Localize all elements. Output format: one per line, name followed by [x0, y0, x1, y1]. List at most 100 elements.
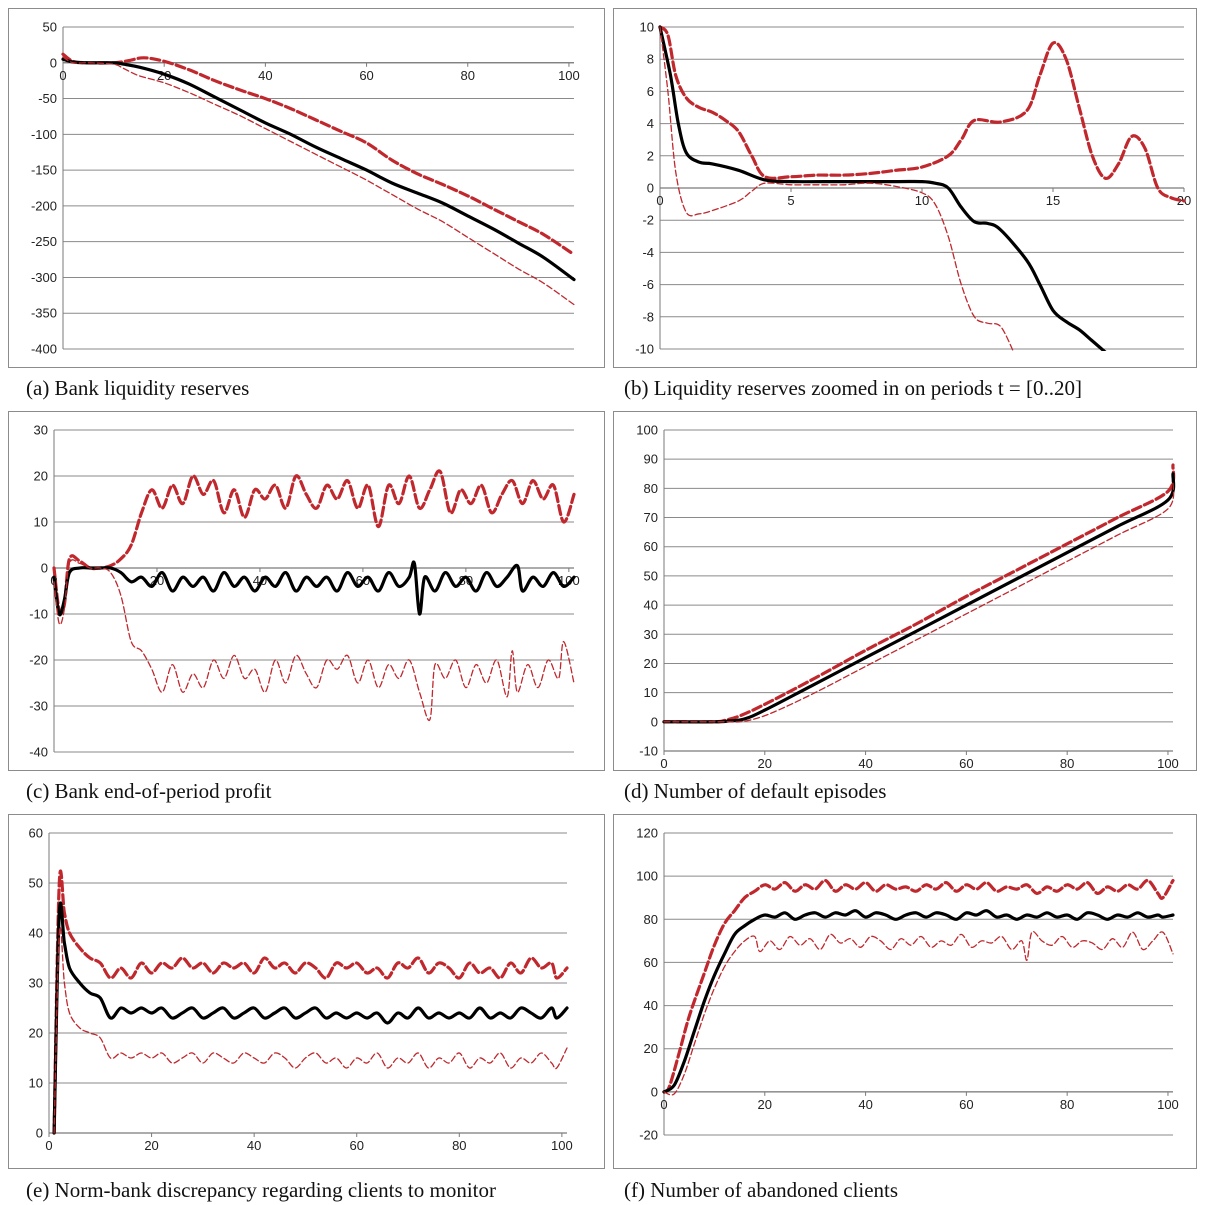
y-tick-label-c-0: 30: [34, 423, 48, 438]
x-tick-label-f-4: 80: [1060, 1097, 1074, 1112]
y-tick-label-d-7: 30: [644, 627, 658, 642]
x-tick-label-a-5: 100: [558, 68, 580, 83]
y-tick-label-e-5: 10: [29, 1076, 43, 1091]
x-tick-label-a-4: 80: [461, 68, 475, 83]
y-tick-label-f-5: 20: [644, 1041, 658, 1056]
series-line-b-upper: [658, 25, 1186, 203]
y-tick-label-d-4: 60: [644, 539, 658, 554]
y-tick-label-f-6: 0: [651, 1084, 658, 1099]
y-tick-label-a-8: -350: [31, 306, 57, 321]
y-tick-label-b-1: 8: [647, 52, 654, 67]
chart-frame-d: 100 90 80 70 60 50 40 30 20 10 0 -10 0 20 40 60 80 100: [613, 411, 1197, 771]
y-tick-label-a-4: -150: [31, 163, 57, 178]
series-line-e-mean: [52, 901, 569, 1135]
chart-frame-f: 120 100 80 60 40 20 0 -20 0 20 40 60 80 100: [613, 814, 1197, 1169]
y-tick-label-e-1: 50: [29, 876, 43, 891]
y-tick-label-d-3: 70: [644, 510, 658, 525]
y-tick-label-d-11: -10: [639, 744, 658, 759]
series-line-d-lower: [663, 480, 1175, 723]
x-tick-label-d-1: 20: [758, 756, 772, 771]
series-line-c-upper: [52, 469, 576, 615]
x-tick-label-f-5: 100: [1157, 1097, 1179, 1112]
x-tick-label-f-1: 20: [758, 1097, 772, 1112]
caption-f: (f) Number of abandoned clients: [624, 1178, 899, 1202]
series-line-a-upper: [61, 52, 576, 257]
y-tick-label-a-5: -200: [31, 198, 57, 213]
caption-a: (a) Bank liquidity reserves: [26, 376, 250, 400]
series-line-e-lower: [53, 926, 568, 1134]
x-tick-label-f-2: 40: [858, 1097, 872, 1112]
x-tick-label-f-0: 0: [660, 1097, 667, 1112]
series-line-d-upper: [662, 463, 1176, 724]
y-tick-label-d-0: 100: [636, 423, 658, 438]
y-tick-label-f-1: 100: [636, 869, 658, 884]
chart-frame-b: 10 8 6 4 2 0 -2 -4 -6 -8 -10 0 5 10 15 20: [613, 8, 1197, 368]
x-tick-label-e-4: 80: [452, 1138, 466, 1153]
y-tick-label-b-2: 6: [647, 84, 654, 99]
y-tick-label-e-4: 20: [29, 1026, 43, 1041]
caption-b: (b) Liquidity reserves zoomed in on peri…: [624, 376, 1082, 400]
y-tick-label-d-2: 80: [644, 481, 658, 496]
y-tick-label-b-7: -4: [642, 245, 654, 260]
series-line-b-lower: [659, 26, 1014, 351]
series-line-f-mean: [662, 909, 1175, 1094]
x-tick-label-b-1: 5: [787, 193, 794, 208]
chart-frame-c: 30 20 10 0 -10 -20 -30 -40 0 20 40 60 80 100: [8, 411, 605, 771]
x-tick-label-b-0: 0: [656, 193, 663, 208]
series-line-f-upper: [662, 878, 1175, 1094]
y-tick-label-e-0: 60: [29, 826, 43, 841]
chart-f-svg: 120 100 80 60 40 20 0 -20 0 20 40 60 80 100: [636, 826, 1179, 1143]
y-tick-label-c-2: 10: [34, 515, 48, 530]
y-tick-label-d-8: 20: [644, 656, 658, 671]
x-tick-label-d-3: 60: [959, 756, 973, 771]
y-tick-label-c-3: 0: [41, 561, 48, 576]
y-tick-label-a-3: -100: [31, 127, 57, 142]
series-line-c-lower: [53, 559, 575, 721]
y-tick-label-d-9: 10: [644, 685, 658, 700]
y-tick-label-d-10: 0: [651, 714, 658, 729]
x-tick-label-f-3: 60: [959, 1097, 973, 1112]
series-line-a-mean: [61, 57, 576, 282]
y-tick-label-f-4: 40: [644, 998, 658, 1013]
y-tick-label-a-2: -50: [38, 91, 57, 106]
y-tick-label-b-8: -6: [642, 277, 654, 292]
series-line-c-mean: [52, 560, 576, 617]
x-tick-label-e-5: 100: [551, 1138, 573, 1153]
y-tick-label-a-0: 50: [43, 20, 57, 35]
y-tick-label-e-6: 0: [36, 1126, 43, 1141]
x-tick-label-e-3: 60: [349, 1138, 363, 1153]
x-tick-label-e-0: 0: [45, 1138, 52, 1153]
caption-e: (e) Norm-bank discrepancy regarding clie…: [26, 1178, 497, 1202]
x-tick-label-d-0: 0: [660, 756, 667, 771]
y-tick-label-a-1: 0: [50, 55, 57, 70]
y-tick-label-c-5: -20: [29, 653, 48, 668]
y-tick-label-b-6: -2: [642, 213, 654, 228]
y-tick-label-a-6: -250: [31, 234, 57, 249]
y-tick-label-d-5: 50: [644, 568, 658, 583]
x-tick-label-a-3: 60: [359, 68, 373, 83]
y-tick-label-f-0: 120: [636, 826, 658, 841]
y-tick-label-f-7: -20: [639, 1128, 658, 1143]
x-tick-label-d-2: 40: [858, 756, 872, 771]
chart-frame-a: 50 0 -50 -100 -150 -200 -250 -300 -350 -400 0 20 40 6…: [8, 8, 605, 368]
x-tick-label-e-2: 40: [247, 1138, 261, 1153]
series-line-e-upper: [52, 869, 569, 1135]
y-tick-label-f-2: 80: [644, 912, 658, 927]
y-tick-label-c-6: -30: [29, 699, 48, 714]
y-tick-label-b-3: 4: [647, 116, 654, 131]
x-tick-label-d-4: 80: [1060, 756, 1074, 771]
x-tick-label-a-0: 0: [59, 68, 66, 83]
y-tick-label-b-0: 10: [640, 20, 654, 35]
series-line-f-lower: [663, 930, 1174, 1096]
y-tick-label-b-5: 0: [647, 181, 654, 196]
y-tick-label-c-1: 20: [34, 469, 48, 484]
x-tick-label-b-3: 15: [1046, 193, 1060, 208]
y-tick-label-a-7: -300: [31, 270, 57, 285]
x-tick-label-a-2: 40: [258, 68, 272, 83]
caption-d: (d) Number of default episodes: [624, 779, 887, 803]
y-tick-label-b-9: -8: [642, 309, 654, 324]
y-tick-label-b-10: -10: [635, 342, 654, 357]
